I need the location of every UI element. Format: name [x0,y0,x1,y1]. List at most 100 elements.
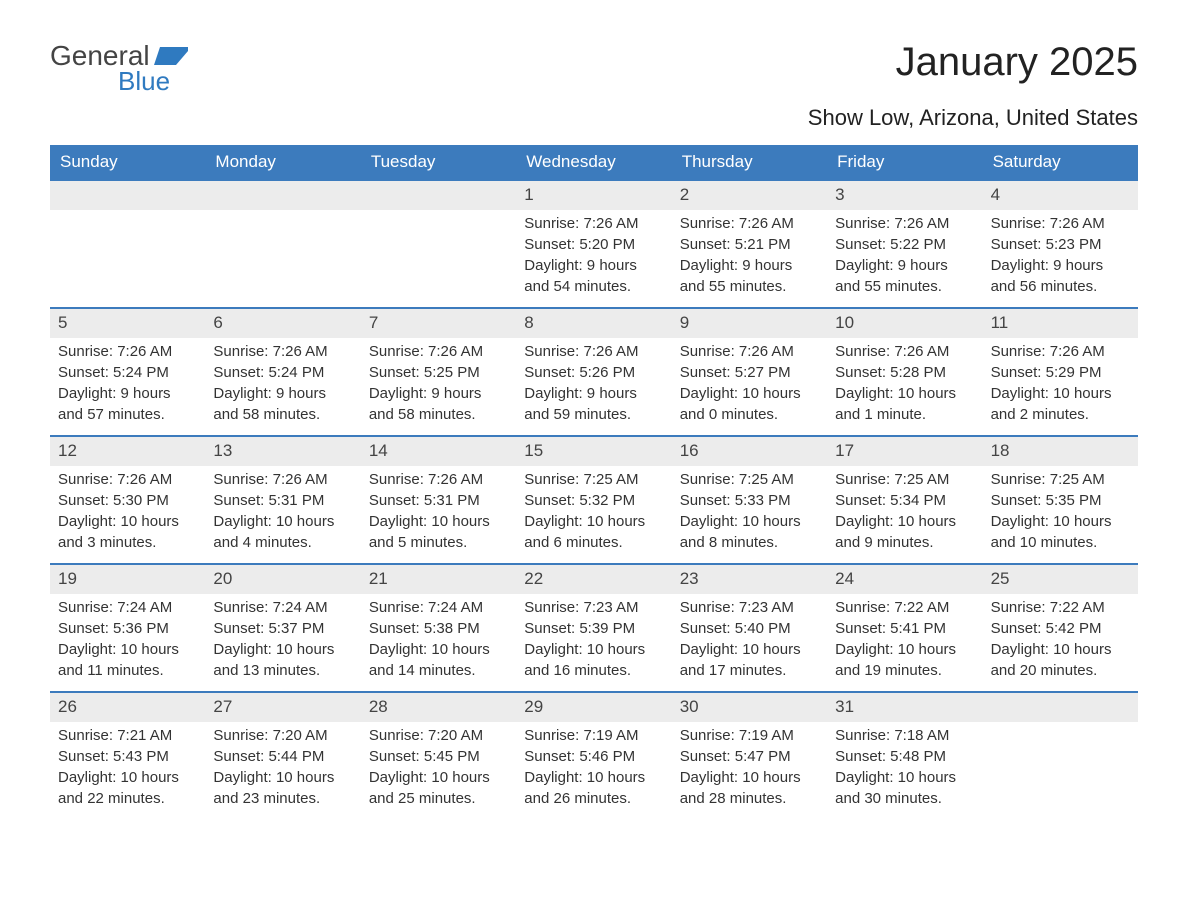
day-cell: 9Sunrise: 7:26 AMSunset: 5:27 PMDaylight… [672,309,827,435]
day-number [361,181,516,210]
daylight-text: Daylight: 10 hours and 0 minutes. [680,384,819,425]
day-number: 22 [516,565,671,594]
day-body: Sunrise: 7:26 AMSunset: 5:23 PMDaylight:… [983,210,1138,306]
sunset-text: Sunset: 5:34 PM [835,491,974,511]
sunset-text: Sunset: 5:31 PM [369,491,508,511]
sunrise-text: Sunrise: 7:26 AM [58,342,197,362]
sunrise-text: Sunrise: 7:23 AM [680,598,819,618]
daylight-text: Daylight: 9 hours and 57 minutes. [58,384,197,425]
day-body: Sunrise: 7:26 AMSunset: 5:21 PMDaylight:… [672,210,827,306]
sunrise-text: Sunrise: 7:26 AM [835,342,974,362]
day-body: Sunrise: 7:19 AMSunset: 5:46 PMDaylight:… [516,722,671,818]
sunset-text: Sunset: 5:41 PM [835,619,974,639]
day-cell: 24Sunrise: 7:22 AMSunset: 5:41 PMDayligh… [827,565,982,691]
sunrise-text: Sunrise: 7:26 AM [213,470,352,490]
daylight-text: Daylight: 10 hours and 8 minutes. [680,512,819,553]
daylight-text: Daylight: 9 hours and 55 minutes. [680,256,819,297]
sunset-text: Sunset: 5:45 PM [369,747,508,767]
week-row: 26Sunrise: 7:21 AMSunset: 5:43 PMDayligh… [50,691,1138,819]
day-cell [50,181,205,307]
day-body: Sunrise: 7:26 AMSunset: 5:27 PMDaylight:… [672,338,827,434]
sunrise-text: Sunrise: 7:20 AM [369,726,508,746]
day-cell: 21Sunrise: 7:24 AMSunset: 5:38 PMDayligh… [361,565,516,691]
daylight-text: Daylight: 10 hours and 16 minutes. [524,640,663,681]
daylight-text: Daylight: 10 hours and 30 minutes. [835,768,974,809]
day-cell [361,181,516,307]
sunrise-text: Sunrise: 7:26 AM [680,342,819,362]
day-number [50,181,205,210]
sunrise-text: Sunrise: 7:26 AM [835,214,974,234]
daylight-text: Daylight: 10 hours and 3 minutes. [58,512,197,553]
daylight-text: Daylight: 10 hours and 2 minutes. [991,384,1130,425]
daylight-text: Daylight: 9 hours and 54 minutes. [524,256,663,297]
sunset-text: Sunset: 5:20 PM [524,235,663,255]
day-body: Sunrise: 7:23 AMSunset: 5:40 PMDaylight:… [672,594,827,690]
day-number: 31 [827,693,982,722]
day-number: 16 [672,437,827,466]
week-row: 12Sunrise: 7:26 AMSunset: 5:30 PMDayligh… [50,435,1138,563]
daylight-text: Daylight: 10 hours and 20 minutes. [991,640,1130,681]
day-header: Monday [205,145,360,179]
day-cell: 8Sunrise: 7:26 AMSunset: 5:26 PMDaylight… [516,309,671,435]
day-header: Tuesday [361,145,516,179]
day-body: Sunrise: 7:25 AMSunset: 5:34 PMDaylight:… [827,466,982,562]
week-row: 1Sunrise: 7:26 AMSunset: 5:20 PMDaylight… [50,179,1138,307]
sunset-text: Sunset: 5:33 PM [680,491,819,511]
day-body: Sunrise: 7:26 AMSunset: 5:24 PMDaylight:… [205,338,360,434]
day-cell: 3Sunrise: 7:26 AMSunset: 5:22 PMDaylight… [827,181,982,307]
sunset-text: Sunset: 5:26 PM [524,363,663,383]
daylight-text: Daylight: 10 hours and 19 minutes. [835,640,974,681]
day-number: 18 [983,437,1138,466]
daylight-text: Daylight: 10 hours and 1 minute. [835,384,974,425]
sunrise-text: Sunrise: 7:26 AM [213,342,352,362]
sunrise-text: Sunrise: 7:25 AM [680,470,819,490]
sunset-text: Sunset: 5:40 PM [680,619,819,639]
day-number: 20 [205,565,360,594]
day-number: 27 [205,693,360,722]
sunset-text: Sunset: 5:29 PM [991,363,1130,383]
sunrise-text: Sunrise: 7:26 AM [524,214,663,234]
day-body: Sunrise: 7:26 AMSunset: 5:25 PMDaylight:… [361,338,516,434]
day-number: 17 [827,437,982,466]
logo: General Blue [50,40,188,97]
daylight-text: Daylight: 10 hours and 28 minutes. [680,768,819,809]
sunset-text: Sunset: 5:43 PM [58,747,197,767]
sunrise-text: Sunrise: 7:25 AM [991,470,1130,490]
sunset-text: Sunset: 5:27 PM [680,363,819,383]
day-number: 4 [983,181,1138,210]
sunrise-text: Sunrise: 7:26 AM [369,470,508,490]
sunrise-text: Sunrise: 7:25 AM [524,470,663,490]
daylight-text: Daylight: 10 hours and 13 minutes. [213,640,352,681]
day-cell: 10Sunrise: 7:26 AMSunset: 5:28 PMDayligh… [827,309,982,435]
month-title: January 2025 [896,40,1138,85]
day-cell: 27Sunrise: 7:20 AMSunset: 5:44 PMDayligh… [205,693,360,819]
sunset-text: Sunset: 5:23 PM [991,235,1130,255]
calendar: SundayMondayTuesdayWednesdayThursdayFrid… [50,145,1138,819]
sunset-text: Sunset: 5:37 PM [213,619,352,639]
day-number: 15 [516,437,671,466]
day-number [983,693,1138,722]
day-number [205,181,360,210]
daylight-text: Daylight: 10 hours and 26 minutes. [524,768,663,809]
day-cell: 15Sunrise: 7:25 AMSunset: 5:32 PMDayligh… [516,437,671,563]
day-cell: 30Sunrise: 7:19 AMSunset: 5:47 PMDayligh… [672,693,827,819]
day-number: 23 [672,565,827,594]
daylight-text: Daylight: 10 hours and 22 minutes. [58,768,197,809]
day-body: Sunrise: 7:20 AMSunset: 5:45 PMDaylight:… [361,722,516,818]
day-number: 13 [205,437,360,466]
page-header: General Blue January 2025 [50,40,1138,97]
day-body: Sunrise: 7:22 AMSunset: 5:42 PMDaylight:… [983,594,1138,690]
day-cell: 20Sunrise: 7:24 AMSunset: 5:37 PMDayligh… [205,565,360,691]
sunset-text: Sunset: 5:46 PM [524,747,663,767]
day-cell [983,693,1138,819]
day-number: 28 [361,693,516,722]
day-body: Sunrise: 7:26 AMSunset: 5:22 PMDaylight:… [827,210,982,306]
day-cell [205,181,360,307]
day-body: Sunrise: 7:25 AMSunset: 5:32 PMDaylight:… [516,466,671,562]
sunset-text: Sunset: 5:31 PM [213,491,352,511]
sunset-text: Sunset: 5:38 PM [369,619,508,639]
sunset-text: Sunset: 5:32 PM [524,491,663,511]
sunrise-text: Sunrise: 7:23 AM [524,598,663,618]
daylight-text: Daylight: 10 hours and 25 minutes. [369,768,508,809]
day-number: 7 [361,309,516,338]
